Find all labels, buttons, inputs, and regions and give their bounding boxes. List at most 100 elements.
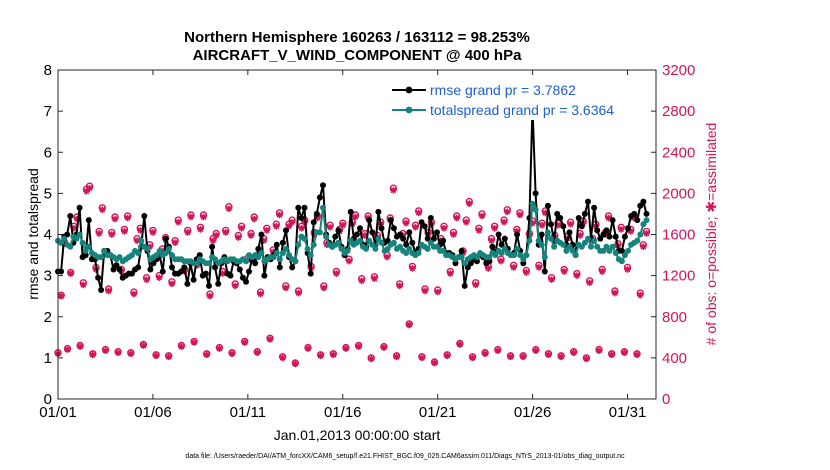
obs-assimilated-point — [608, 351, 615, 359]
data-file-footnote: data file: /Users/raeder/DAI/ATM_forcXX/… — [185, 453, 625, 460]
y-right-tick-label: 2800 — [662, 103, 695, 120]
obs-assimilated-point — [238, 225, 245, 232]
rmse-point — [273, 241, 280, 248]
obs-assimilated-stroke — [67, 270, 74, 277]
rmse-point — [150, 260, 157, 267]
y-right-tick-label: 800 — [662, 309, 687, 326]
obs-assimilated-stroke — [184, 229, 191, 236]
rmse-point — [640, 198, 647, 205]
obs-assimilated-point — [266, 336, 274, 343]
obs-assimilated-point — [519, 353, 527, 361]
totalspread-point — [276, 256, 283, 263]
obs-assimilated-stroke — [406, 322, 413, 328]
rmse-point — [585, 198, 591, 205]
rmse-point — [461, 282, 468, 289]
obs-assimilated-stroke — [536, 264, 542, 271]
rmse-point — [566, 229, 573, 236]
obs-assimilated-point — [206, 292, 214, 300]
rmse-point — [252, 260, 259, 267]
obs-assimilated-point — [469, 354, 476, 362]
totalspread-point — [307, 252, 314, 259]
rmse-point — [255, 245, 262, 252]
rmse-point — [209, 243, 216, 250]
totalspread-point — [344, 247, 351, 254]
totalspread-point — [292, 258, 299, 265]
totalspread-point — [551, 243, 558, 250]
totalspread-point — [304, 245, 311, 252]
obs-assimilated-stroke — [169, 280, 175, 287]
obs-assimilated-point — [263, 227, 271, 234]
obs-assimilated-point — [497, 257, 505, 265]
obs-assimilated-point — [320, 284, 328, 292]
totalspread-point — [61, 235, 68, 242]
obs-assimilated-stroke — [577, 232, 583, 239]
obs-assimilated-stroke — [475, 227, 482, 234]
obs-assimilated-stroke — [276, 212, 283, 218]
obs-assimilated-stroke — [434, 289, 441, 295]
obs-assimilated-point — [168, 280, 176, 288]
totalspread-point — [338, 245, 345, 252]
obs-assimilated-stroke — [358, 277, 365, 284]
obs-assimilated-stroke — [501, 219, 507, 226]
obs-assimilated-point — [89, 351, 97, 359]
obs-assimilated-stroke — [504, 209, 511, 215]
rmse-point — [310, 219, 317, 226]
obs-assimilated-point — [412, 224, 419, 231]
obs-assimilated-point — [295, 289, 302, 297]
obs-assimilated-point — [64, 346, 71, 353]
obs-assimilated-stroke — [317, 352, 324, 359]
rmse-point — [606, 233, 613, 240]
obs-assimilated-stroke — [412, 224, 419, 231]
obs-assimilated-stroke — [485, 265, 492, 272]
obs-series-group — [54, 182, 651, 368]
totalspread-point — [424, 245, 431, 252]
totalspread-point — [594, 243, 601, 250]
obs-assimilated-stroke — [213, 232, 220, 239]
obs-assimilated-stroke — [96, 230, 102, 237]
obs-assimilated-stroke — [403, 220, 409, 227]
legend-label-totalspread: totalspread grand pr = 3.6364 — [430, 102, 614, 118]
rmse-point — [261, 272, 268, 279]
y-left-tick-label: 7 — [44, 103, 52, 120]
obs-assimilated-stroke — [494, 347, 501, 354]
obs-assimilated-point — [216, 345, 223, 352]
rmse-point — [295, 204, 302, 211]
rmse-point — [427, 215, 434, 221]
rmse-point — [369, 229, 376, 236]
totalspread-point — [310, 241, 317, 248]
obs-assimilated-point — [326, 224, 334, 231]
obs-assimilated-stroke — [257, 291, 264, 297]
obs-assimilated-stroke — [105, 288, 112, 294]
obs-assimilated-point — [523, 269, 530, 276]
obs-assimilated-stroke — [539, 222, 545, 229]
rmse-point — [612, 233, 619, 240]
obs-assimilated-point — [247, 232, 255, 239]
totalspread-point — [526, 237, 533, 244]
totalspread-point — [162, 250, 169, 256]
obs-assimilated-stroke — [282, 285, 289, 291]
obs-assimilated-stroke — [523, 269, 530, 276]
obs-assimilated-stroke — [330, 351, 337, 358]
obs-assimilated-stroke — [431, 360, 438, 366]
totalspread-point — [273, 250, 280, 256]
obs-assimilated-point — [197, 226, 204, 233]
totalspread-point — [591, 237, 598, 244]
rmse-point — [190, 276, 197, 283]
obs-assimilated-stroke — [362, 232, 368, 239]
obs-assimilated-point — [393, 353, 400, 361]
totalspread-point — [323, 233, 330, 240]
obs-assimilated-point — [418, 354, 426, 362]
rmse-point — [625, 225, 631, 232]
obs-assimilated-point — [342, 345, 350, 352]
obs-assimilated-point — [105, 287, 112, 295]
totalspread-point — [116, 254, 123, 261]
totalspread-point — [461, 260, 468, 267]
rmse-point — [320, 182, 326, 189]
totalspread-point — [243, 258, 249, 265]
obs-assimilated-stroke — [229, 350, 235, 357]
totalspread-point — [569, 247, 576, 254]
totalspread-point — [581, 239, 588, 246]
legend-marker-rmse — [405, 86, 413, 94]
obs-assimilated-stroke — [314, 215, 321, 221]
obs-assimilated-point — [190, 339, 198, 346]
